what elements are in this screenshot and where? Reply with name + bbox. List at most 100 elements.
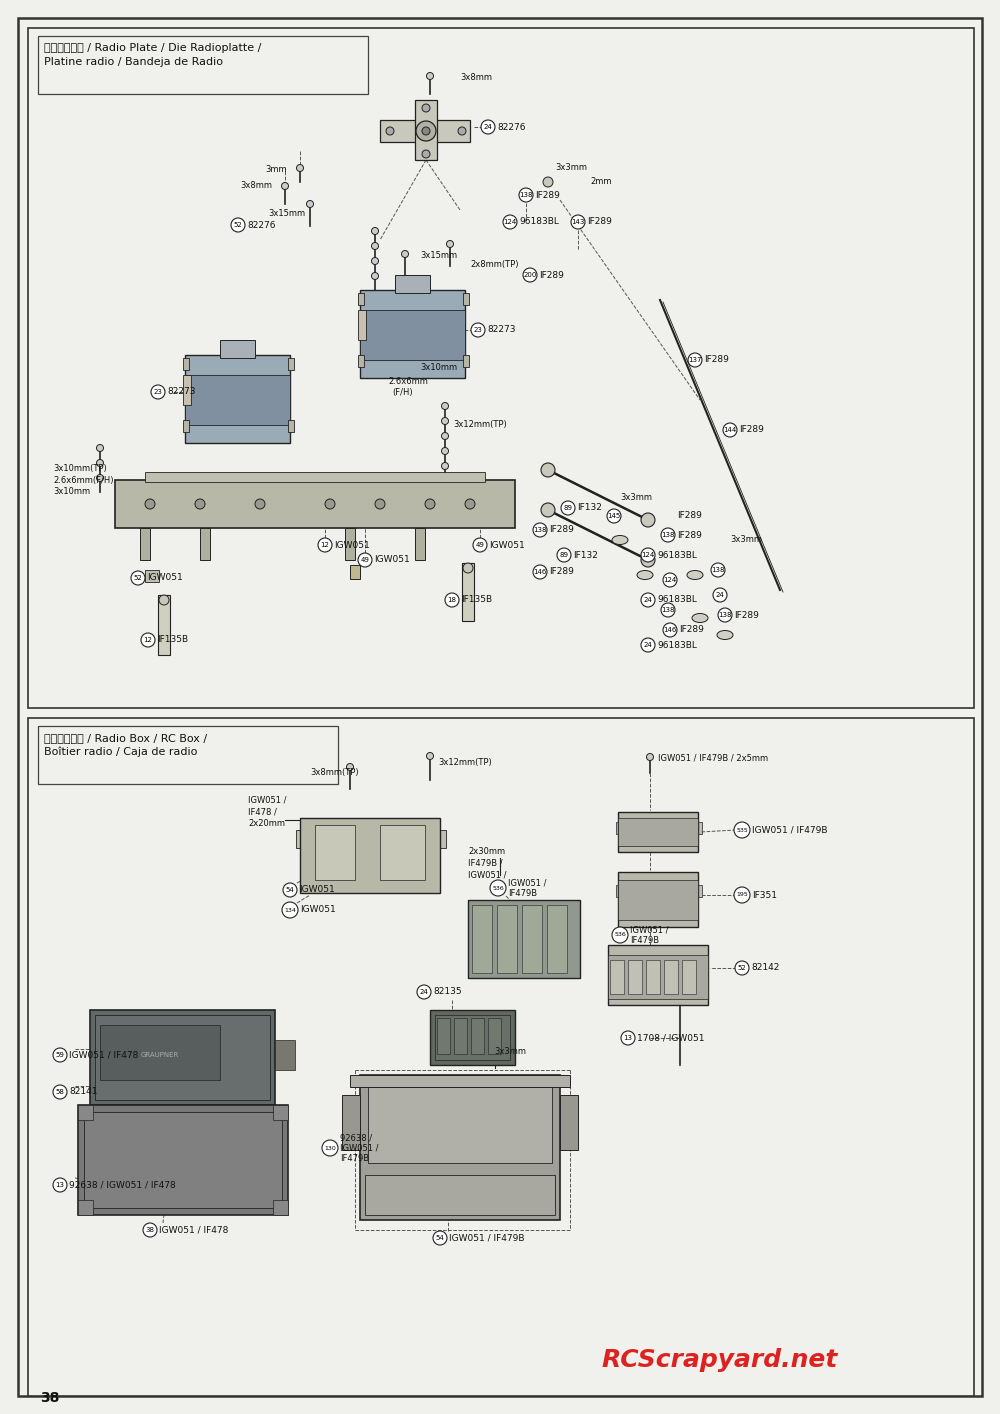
Text: 1708 / IGW051: 1708 / IGW051 [637,1034,704,1042]
Text: IGW051 / IF479B: IGW051 / IF479B [752,826,828,834]
Circle shape [282,182,288,189]
Circle shape [283,882,297,896]
Bar [462,563,474,621]
Circle shape [621,1031,635,1045]
Text: IGW051: IGW051 [300,905,336,915]
Circle shape [446,240,454,247]
Text: 89: 89 [560,551,568,559]
Circle shape [533,523,547,537]
Text: 12: 12 [321,542,329,549]
Bar [140,527,150,560]
Text: IGW051 / IF478: IGW051 / IF478 [69,1051,138,1059]
Circle shape [306,201,314,208]
Text: IGW051: IGW051 [299,885,335,895]
Bar [342,1094,360,1150]
Text: 2x30mm: 2x30mm [468,847,505,855]
Text: 138: 138 [661,532,675,537]
Text: 52: 52 [134,575,142,581]
Bar [183,358,189,370]
Bar [488,1018,501,1053]
Text: IF289: IF289 [549,526,574,534]
Bar [463,355,469,368]
Text: 49: 49 [361,557,369,563]
Circle shape [131,571,145,585]
Bar [497,905,517,973]
Text: IF289: IF289 [587,218,612,226]
Text: 82141: 82141 [69,1087,98,1096]
Bar [28,718,974,1396]
Text: 96183BL: 96183BL [657,550,697,560]
Text: 137: 137 [688,356,702,363]
Circle shape [141,633,155,648]
Text: 138: 138 [718,612,732,618]
Bar [100,1025,220,1080]
Circle shape [159,595,169,605]
Circle shape [402,250,409,257]
Circle shape [463,563,473,573]
Circle shape [723,423,737,437]
Circle shape [543,177,553,187]
Bar [698,885,702,896]
Bar [350,566,360,578]
Circle shape [417,986,431,1000]
Text: IGW051 /: IGW051 / [248,796,287,805]
Bar [288,420,294,433]
Circle shape [358,553,372,567]
Text: RCScrapyard.net: RCScrapyard.net [602,1348,838,1372]
Bar [560,1094,578,1150]
Circle shape [465,499,475,509]
Text: IF289: IF289 [679,625,704,635]
Ellipse shape [687,570,703,580]
Text: IGW051: IGW051 [147,574,183,583]
Bar [471,1018,484,1053]
Text: 82276: 82276 [497,123,526,132]
Text: 3x12mm(TP): 3x12mm(TP) [453,420,507,430]
Circle shape [641,553,655,567]
Circle shape [490,880,506,896]
Bar [664,960,678,994]
Text: 59: 59 [56,1052,64,1058]
Text: 134: 134 [284,908,296,912]
Circle shape [646,754,654,761]
Circle shape [96,475,104,482]
Text: 3x15mm: 3x15mm [420,250,457,260]
Bar [646,960,660,994]
Bar [682,960,696,994]
Bar [288,358,294,370]
Text: 143: 143 [571,219,585,225]
Circle shape [718,608,732,622]
Text: IF478 /: IF478 / [248,807,277,816]
Bar [472,905,492,973]
Bar [185,375,290,426]
Text: 138: 138 [711,567,725,573]
Text: IGW051: IGW051 [374,556,410,564]
Bar [547,905,567,973]
Text: IF289: IF289 [677,530,702,540]
Text: 3x8mm(TP): 3x8mm(TP) [310,768,359,776]
Bar [618,812,698,853]
Text: IF135B: IF135B [461,595,492,605]
Bar [220,339,255,358]
Circle shape [433,1232,447,1244]
Text: 82276: 82276 [247,221,276,229]
Text: IF289: IF289 [539,270,564,280]
Circle shape [641,513,655,527]
Bar [95,1015,270,1100]
Text: 3x3mm: 3x3mm [555,164,587,173]
Circle shape [145,499,155,509]
Ellipse shape [612,536,628,544]
Circle shape [53,1178,67,1192]
Bar [275,1041,295,1070]
Text: IGW051 / IF479B: IGW051 / IF479B [449,1233,524,1243]
Circle shape [422,127,430,134]
Text: 3x8mm: 3x8mm [460,74,492,82]
Bar [608,945,708,1005]
Circle shape [372,228,378,235]
Circle shape [735,962,749,976]
Text: 96183BL: 96183BL [519,218,559,226]
Circle shape [422,150,430,158]
Circle shape [426,72,434,79]
Bar [380,824,425,880]
Circle shape [473,537,487,551]
Ellipse shape [717,631,733,639]
